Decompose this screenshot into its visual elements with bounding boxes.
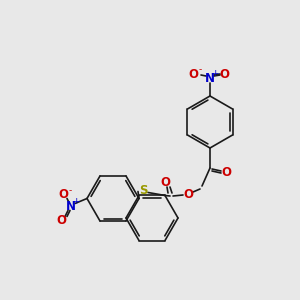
Text: O: O bbox=[56, 214, 66, 227]
Text: N: N bbox=[205, 71, 215, 85]
Text: -: - bbox=[198, 65, 202, 74]
Text: O: O bbox=[160, 176, 170, 188]
Text: S: S bbox=[139, 184, 147, 197]
Text: +: + bbox=[72, 197, 80, 206]
Text: +: + bbox=[211, 70, 219, 79]
Text: -: - bbox=[68, 186, 72, 195]
Text: O: O bbox=[58, 188, 68, 201]
Text: O: O bbox=[183, 188, 193, 200]
Text: O: O bbox=[221, 167, 231, 179]
Text: N: N bbox=[66, 200, 76, 213]
Text: O: O bbox=[188, 68, 198, 80]
Text: O: O bbox=[219, 68, 229, 80]
